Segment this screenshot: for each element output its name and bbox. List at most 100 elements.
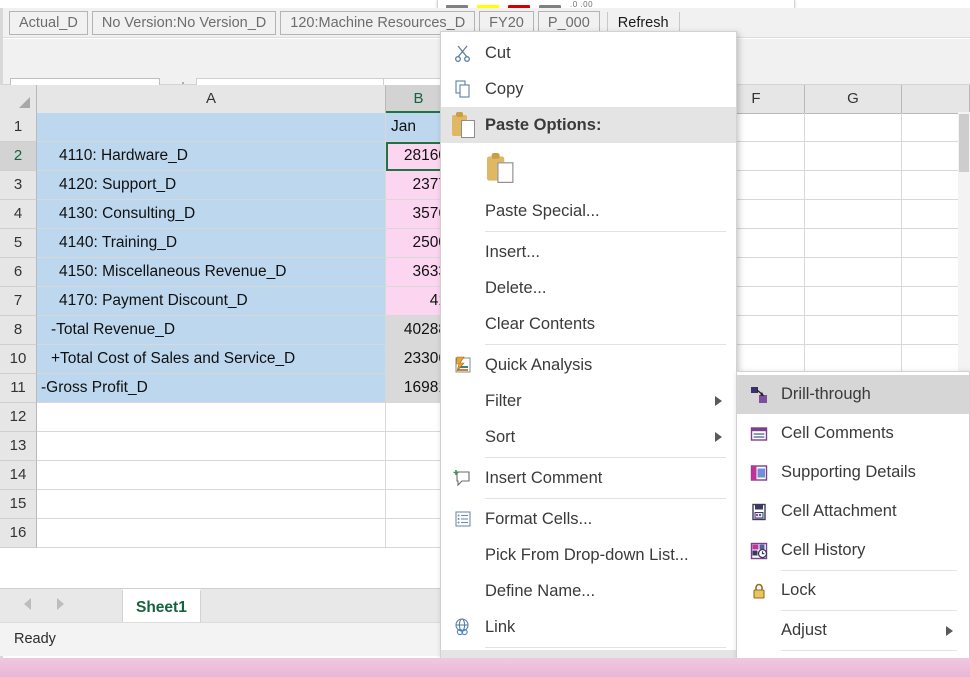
submenu-separator [781,650,957,651]
paste-keep-source-icon[interactable] [487,153,514,183]
column-header-g[interactable]: G [805,85,902,113]
row-header[interactable]: 15 [0,490,37,519]
menu-item-sort[interactable]: Sort [441,419,736,455]
cell-column-g[interactable] [805,345,902,374]
menu-item-delete[interactable]: Delete... [441,270,736,306]
select-all-corner[interactable] [0,85,37,113]
row-header[interactable]: 4 [0,200,37,229]
cell-column-a[interactable]: 4170: Payment Discount_D [37,287,386,316]
previous-sheet-icon[interactable] [24,598,31,610]
row-header[interactable]: 3 [0,171,37,200]
submenu-item-options[interactable]: Options... [737,651,969,658]
menu-item-label: Filter [485,391,522,410]
menu-item-label: Link [485,617,516,636]
cell-column-a[interactable]: 4130: Consulting_D [37,200,386,229]
row-header[interactable]: 11 [0,374,37,403]
sheet-nav-arrows[interactable] [24,598,64,610]
highlight-color-swatch[interactable] [477,5,499,9]
cell-column-a[interactable] [37,490,386,519]
cell-column-g[interactable] [805,229,902,258]
cell-column-g[interactable] [805,258,902,287]
paste-options-gallery[interactable] [441,143,736,193]
cell-column-a[interactable] [37,403,386,432]
cell-column-f[interactable] [708,316,805,345]
row-header[interactable]: 14 [0,461,37,490]
pov-refresh-button[interactable]: Refresh [617,14,669,31]
row-header[interactable]: 7 [0,287,37,316]
menu-item-copy[interactable]: Copy [441,71,736,107]
menu-item-insert[interactable]: Insert... [441,234,736,270]
menu-item-smart-view[interactable]: Smart View [441,650,736,658]
cell-column-f[interactable] [708,171,805,200]
cell-column-g[interactable] [805,316,902,345]
menu-item-filter[interactable]: Filter [441,383,736,419]
row-header[interactable]: 5 [0,229,37,258]
cell-column-f[interactable] [708,113,805,142]
submenu-item-cell-comments[interactable]: Cell Comments [737,414,969,453]
cell-column-a[interactable] [37,519,386,548]
decimal-buttons-label[interactable]: .0 .00 [570,0,594,9]
menu-item-define-name[interactable]: Define Name... [441,573,736,609]
cell-column-g[interactable] [805,287,902,316]
submenu-item-adjust[interactable]: Adjust [737,611,969,650]
pov-chip-actual[interactable]: Actual_D [9,10,88,35]
border-color-swatch[interactable] [446,5,468,9]
cell-column-a[interactable]: -Total Revenue_D [37,316,386,345]
cell-column-f[interactable] [708,229,805,258]
submenu-item-drill-through[interactable]: Drill-through [737,375,969,414]
submenu-item-lock[interactable]: Lock [737,571,969,610]
row-header[interactable]: 1 [0,113,37,142]
cell-column-a[interactable]: 4110: Hardware_D [37,142,386,171]
menu-item-link[interactable]: Link [441,609,736,645]
row-header[interactable]: 10 [0,345,37,374]
submenu-item-supporting-details[interactable]: Supporting Details [737,453,969,492]
menu-item-pick-from-dropdown[interactable]: Pick From Drop-down List... [441,537,736,573]
cell-column-g[interactable] [805,113,902,142]
menu-item-insert-comment[interactable]: Insert Comment [441,460,736,496]
pov-chip-entity[interactable]: 120:Machine Resources_D [280,10,476,35]
cell-column-g[interactable] [805,142,902,171]
cell-column-g[interactable] [805,200,902,229]
pov-chip-period[interactable]: P_000 [537,10,600,35]
cell-column-f[interactable] [708,142,805,171]
vertical-scroll-thumb[interactable] [959,114,969,172]
row-header[interactable]: 12 [0,403,37,432]
row-header[interactable]: 13 [0,432,37,461]
pov-chip-year[interactable]: FY20 [479,10,534,35]
cell-column-g[interactable] [805,171,902,200]
font-color-swatch[interactable] [508,5,530,9]
menu-item-quick-analysis[interactable]: Quick Analysis [441,347,736,383]
row-header[interactable]: 6 [0,258,37,287]
menu-item-cut[interactable]: Cut [441,35,736,71]
sheet-tab-sheet1[interactable]: Sheet1 [122,589,201,624]
row-header[interactable]: 16 [0,519,37,548]
submenu-item-cell-attachment[interactable]: Cell Attachment [737,492,969,531]
cell-column-a[interactable] [37,461,386,490]
row-header[interactable]: 8 [0,316,37,345]
menu-item-label: Clear Contents [485,314,596,333]
cell-column-a[interactable] [37,113,386,142]
next-sheet-icon[interactable] [57,598,64,610]
menu-item-paste-special[interactable]: Paste Special... [441,193,736,229]
cell-column-a[interactable]: 4120: Support_D [37,171,386,200]
cell-column-f[interactable] [708,258,805,287]
menu-item-label: Paste Options: [485,115,602,134]
menu-item-format-cells[interactable]: Format Cells... [441,501,736,537]
cell-column-a[interactable]: 4140: Training_D [37,229,386,258]
column-header-h[interactable] [902,85,970,113]
submenu-item-cell-history[interactable]: Cell History [737,531,969,570]
cell-column-f[interactable] [708,200,805,229]
pov-chip-version[interactable]: No Version:No Version_D [91,10,277,35]
cell-column-a[interactable]: +Total Cost of Sales and Service_D [37,345,386,374]
menu-item-clear-contents[interactable]: Clear Contents [441,306,736,342]
supporting-details-icon [737,464,781,482]
cell-column-a[interactable]: -Gross Profit_D [37,374,386,403]
comment-icon [441,468,485,488]
cell-column-a[interactable] [37,432,386,461]
row-header[interactable]: 2 [0,142,37,171]
cell-column-f[interactable] [708,287,805,316]
fill-color-swatch[interactable] [539,5,561,9]
column-header-a[interactable]: A [37,85,386,113]
cell-column-a[interactable]: 4150: Miscellaneous Revenue_D [37,258,386,287]
quick-analysis-icon [441,355,485,375]
